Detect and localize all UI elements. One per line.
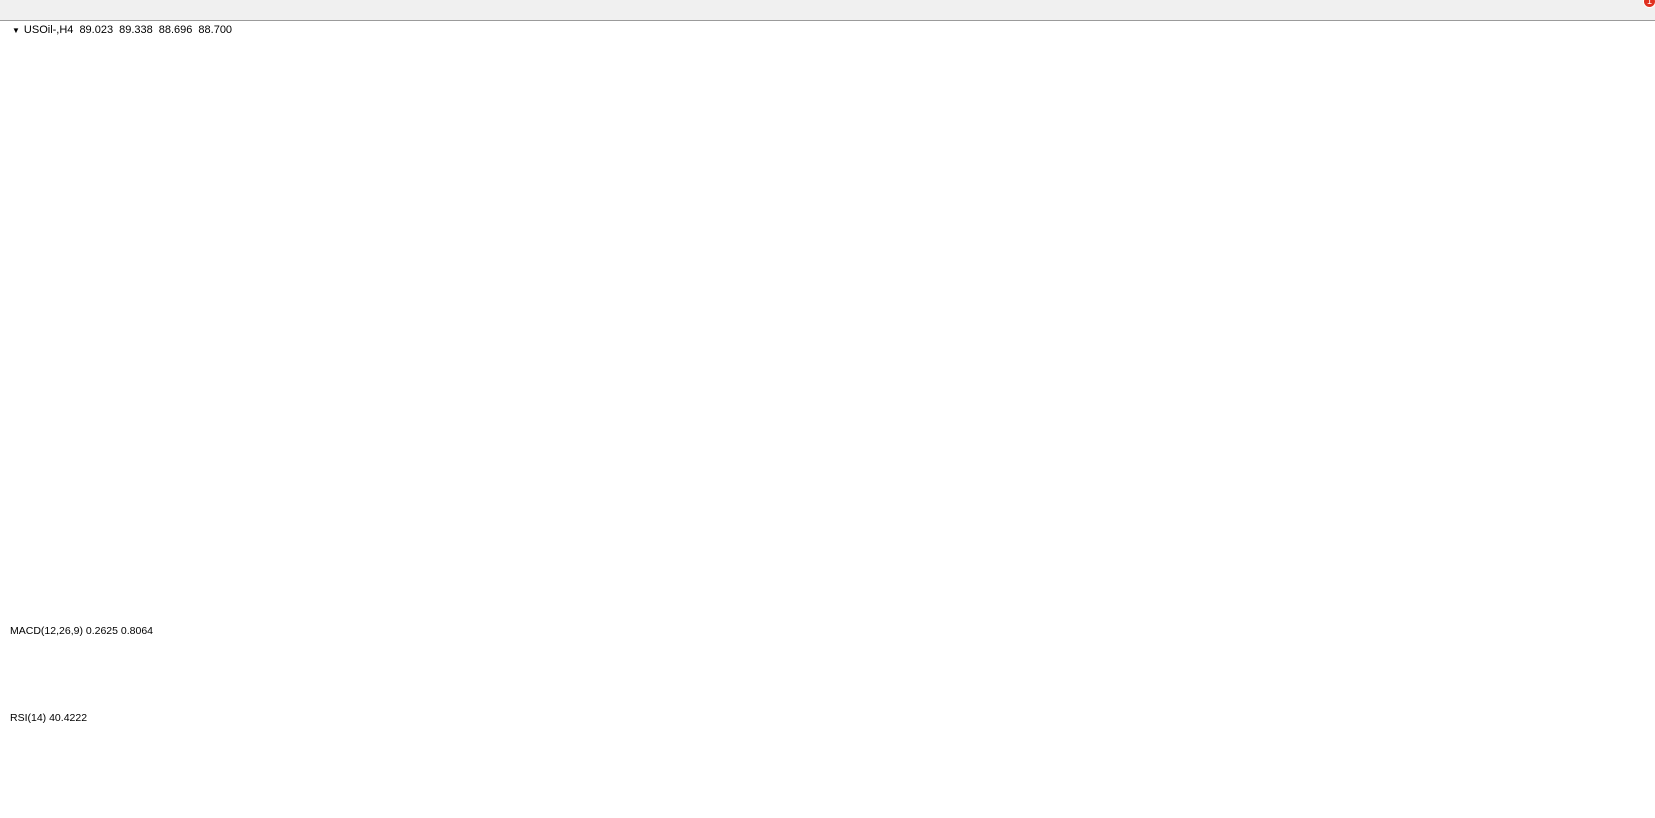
search-button[interactable] [1611, 1, 1631, 19]
ohlc-open: 89.023 [79, 24, 114, 36]
toolbar: 1 [0, 0, 1655, 21]
ohlc-low: 88.696 [158, 24, 193, 36]
toolbar-right-group: 1 [1611, 0, 1655, 21]
notification-badge: 1 [1643, 0, 1655, 8]
ohlc-close: 88.700 [198, 24, 233, 36]
macd-indicator-label: MACD(12,26,9) 0.2625 0.8064 [10, 625, 154, 637]
symbol-expander-icon[interactable]: ▼ [12, 26, 20, 35]
chat-button[interactable]: 1 [1631, 0, 1655, 21]
ohlc-high: 89.338 [119, 24, 153, 36]
chart-title: ▼ USOil-,H4 89.023 89.338 88.696 88.700 [12, 24, 238, 36]
rsi-indicator-label: RSI(14) 40.4222 [10, 712, 88, 724]
symbol-name: USOil-,H4 [23, 24, 74, 36]
